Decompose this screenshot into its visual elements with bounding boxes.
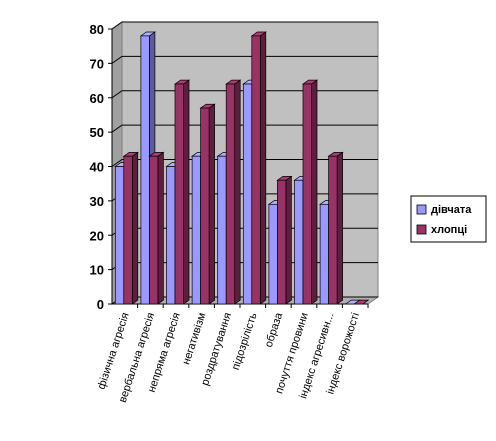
x-tick-label: образа: [263, 310, 286, 348]
y-tick-label: 40: [90, 160, 104, 175]
bar: [173, 79, 191, 305]
gridline: [111, 21, 378, 30]
legend-label: хлопці: [431, 224, 467, 236]
y-tick-label: 70: [90, 56, 104, 71]
y-tick-label: 30: [90, 194, 104, 209]
bar: [327, 151, 344, 305]
y-tick-label: 80: [90, 22, 104, 37]
bar: [301, 79, 319, 305]
gridline: [111, 90, 378, 99]
gridline: [111, 55, 378, 64]
y-tick-label: 10: [90, 263, 104, 278]
y-tick-label: 50: [90, 125, 104, 140]
gridline: [111, 124, 378, 133]
y-tick-label: 20: [90, 228, 104, 243]
bar: [199, 103, 216, 305]
bar: [353, 299, 370, 305]
y-tick-label: 0: [97, 297, 104, 312]
bar: [122, 151, 139, 305]
bar: [250, 31, 267, 305]
legend-swatch: [416, 224, 427, 235]
x-tick-label: підозрілість: [230, 311, 260, 372]
bar: [225, 79, 242, 305]
legend-swatch: [416, 204, 427, 215]
legend-label: дівчата: [431, 204, 472, 216]
y-tick-label: 60: [90, 91, 104, 106]
bar: [276, 175, 293, 305]
x-tick-label: негативізм: [180, 311, 208, 366]
bar: [148, 151, 165, 305]
gridline: [111, 159, 378, 167]
